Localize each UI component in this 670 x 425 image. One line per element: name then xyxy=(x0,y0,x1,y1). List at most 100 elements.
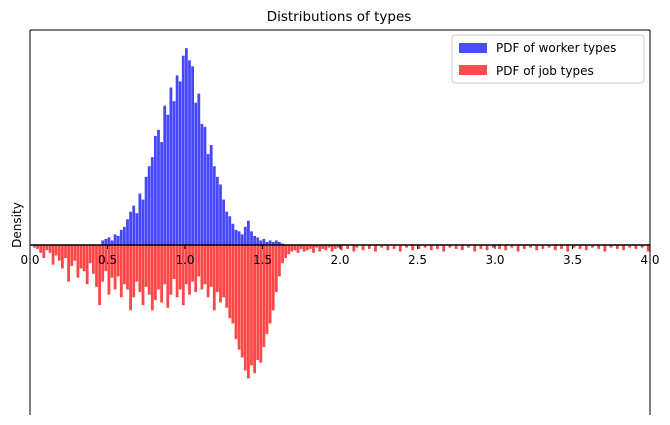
job-bar-115 xyxy=(436,245,439,249)
job-bar-26 xyxy=(113,245,117,290)
job-bar-52 xyxy=(194,245,198,293)
job-bar-121 xyxy=(473,245,477,252)
x-tick-label-3: 1.5 xyxy=(253,253,272,267)
job-bar-71 xyxy=(253,245,256,374)
worker-bar-9 xyxy=(129,211,132,245)
job-bar-32 xyxy=(132,245,136,298)
job-bar-120 xyxy=(467,245,470,248)
job-bar-132 xyxy=(541,245,545,249)
worker-bar-33 xyxy=(203,126,207,245)
x-tick-label-2: 1.0 xyxy=(175,253,194,267)
job-bar-54 xyxy=(200,245,204,290)
job-bar-148 xyxy=(640,245,644,248)
worker-bar-26 xyxy=(181,55,185,245)
job-bar-21 xyxy=(98,245,101,306)
x-tick-label-1: 0.5 xyxy=(98,253,117,267)
worker-bar-48 xyxy=(250,231,253,245)
job-bar-57 xyxy=(209,245,213,287)
job-bar-145 xyxy=(622,245,625,251)
job-bar-106 xyxy=(380,245,384,248)
job-bar-0 xyxy=(33,245,36,248)
job-bar-95 xyxy=(327,245,331,248)
job-bar-84 xyxy=(293,245,297,251)
job-bar-56 xyxy=(206,245,210,298)
job-bar-103 xyxy=(361,245,365,251)
job-bar-53 xyxy=(197,245,201,277)
job-bar-130 xyxy=(529,245,532,248)
x-tick-label-6: 3.0 xyxy=(485,253,504,267)
job-bar-75 xyxy=(265,245,269,334)
job-bar-35 xyxy=(141,245,145,306)
job-bar-58 xyxy=(212,245,216,311)
job-bar-33 xyxy=(135,245,139,282)
job-bar-34 xyxy=(138,245,142,293)
worker-bar-39 xyxy=(222,199,225,245)
job-bar-92 xyxy=(318,245,322,252)
worker-bar-5 xyxy=(116,235,120,245)
job-bar-64 xyxy=(231,245,235,324)
job-bar-59 xyxy=(216,245,219,293)
worker-bar-42 xyxy=(231,223,235,245)
job-bar-38 xyxy=(150,245,154,311)
job-bar-131 xyxy=(535,245,539,251)
job-bar-31 xyxy=(129,245,132,311)
job-bar-137 xyxy=(572,245,576,248)
worker-bar-56 xyxy=(274,240,278,245)
job-bar-142 xyxy=(603,245,607,252)
job-bar-136 xyxy=(566,245,570,252)
job-bar-113 xyxy=(423,245,427,248)
worker-bar-22 xyxy=(169,87,173,245)
job-bar-5 xyxy=(48,245,52,253)
worker-bar-50 xyxy=(256,237,260,245)
worker-bar-36 xyxy=(212,166,216,245)
job-bar-93 xyxy=(321,245,325,249)
job-bar-48 xyxy=(181,245,185,306)
job-bar-61 xyxy=(222,245,225,298)
worker-bar-35 xyxy=(209,145,213,245)
job-bar-85 xyxy=(296,245,300,253)
chart-title: Distributions of types xyxy=(267,9,412,25)
worker-bar-34 xyxy=(206,154,210,245)
job-bar-109 xyxy=(398,245,402,252)
worker-bar-47 xyxy=(247,220,250,245)
worker-bar-7 xyxy=(123,226,126,245)
job-bar-83 xyxy=(290,245,294,252)
job-bar-24 xyxy=(107,245,111,295)
job-bar-40 xyxy=(157,245,160,290)
job-bar-98 xyxy=(336,245,340,248)
job-bar-55 xyxy=(203,245,207,285)
job-bar-50 xyxy=(188,245,191,295)
job-bar-10 xyxy=(64,245,67,259)
job-bar-4 xyxy=(45,245,49,251)
job-bar-81 xyxy=(284,245,287,259)
job-bar-134 xyxy=(553,245,557,251)
job-bar-127 xyxy=(510,245,514,248)
worker-bar-8 xyxy=(126,219,129,245)
worker-bar-21 xyxy=(166,114,170,245)
worker-bar-55 xyxy=(271,241,275,245)
job-bar-60 xyxy=(219,245,222,303)
job-bar-29 xyxy=(123,245,126,285)
job-bar-63 xyxy=(228,245,232,319)
worker-bar-52 xyxy=(262,238,266,245)
job-bar-20 xyxy=(95,245,98,287)
job-bar-122 xyxy=(479,245,483,249)
job-bar-78 xyxy=(274,245,278,293)
job-bar-128 xyxy=(516,245,520,252)
job-bar-126 xyxy=(504,245,508,251)
job-bar-30 xyxy=(126,245,129,290)
job-bar-65 xyxy=(234,245,238,340)
job-bar-125 xyxy=(498,245,501,249)
job-bar-111 xyxy=(411,245,415,251)
job-bar-105 xyxy=(374,245,377,252)
job-bar-23 xyxy=(104,245,108,272)
worker-bar-51 xyxy=(259,240,263,245)
worker-bar-17 xyxy=(154,135,157,245)
job-bar-43 xyxy=(166,245,170,308)
job-bar-99 xyxy=(340,245,343,251)
job-bar-118 xyxy=(454,245,458,249)
job-bar-135 xyxy=(560,245,563,249)
job-bar-8 xyxy=(57,245,61,261)
job-bar-11 xyxy=(67,245,70,282)
